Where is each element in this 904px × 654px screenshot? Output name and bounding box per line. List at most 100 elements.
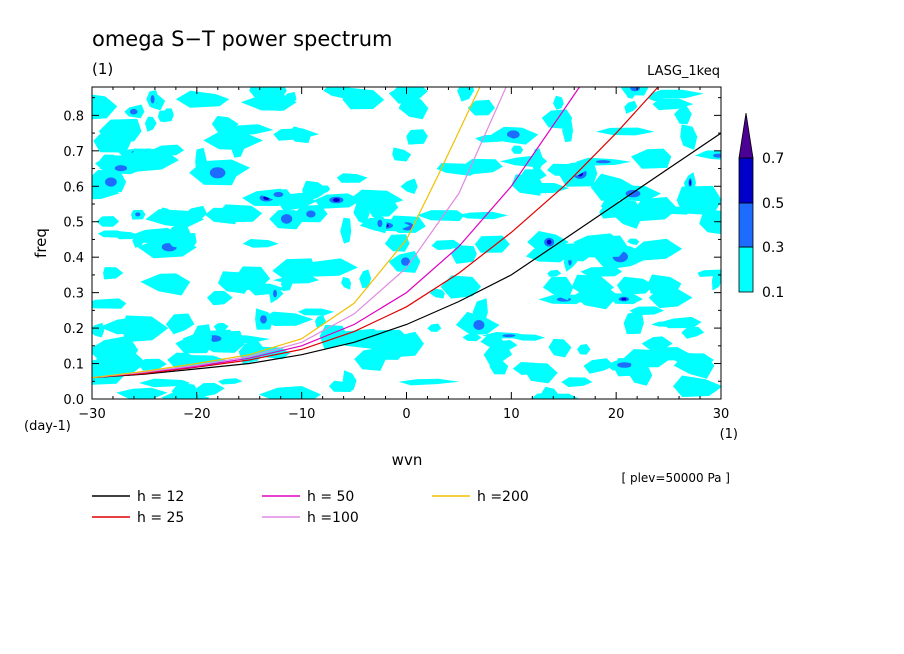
contour-patch <box>175 90 230 108</box>
x-unit-label: (1) <box>720 427 738 442</box>
contour-patch <box>218 124 274 136</box>
y-tick-label: 0.5 <box>63 216 84 231</box>
contour-patch <box>150 95 155 104</box>
contour-patch <box>209 167 226 179</box>
contour-patch <box>400 178 418 194</box>
contour-patch <box>676 185 721 216</box>
contour-patch <box>661 316 702 329</box>
contour-patch <box>196 382 225 398</box>
contour-patch <box>371 337 409 360</box>
colorbar-label: 0.5 <box>762 196 784 212</box>
colorbar-label: 0.1 <box>762 285 784 301</box>
y-tick-label: 0.3 <box>63 287 84 302</box>
colorbar-extend-arrow <box>738 112 754 159</box>
contour-patch <box>315 185 331 194</box>
contour-patch <box>114 165 127 172</box>
contour-patch <box>629 364 653 386</box>
contour-patch <box>451 245 477 264</box>
contour-patch <box>457 211 508 220</box>
legend-label: h =100 <box>307 510 359 526</box>
contour-patch <box>122 315 169 343</box>
contour-patch <box>333 198 340 202</box>
contour-patch <box>353 200 370 225</box>
contour-patch <box>272 258 317 282</box>
chart-title: omega S−T power spectrum <box>92 27 392 51</box>
contour-patch <box>583 358 615 374</box>
contour-patch <box>384 234 410 252</box>
contour-patch <box>260 315 267 324</box>
contour-patch <box>440 275 482 299</box>
contour-patch <box>630 87 641 92</box>
contour-patch <box>341 277 351 290</box>
dataset-label: LASG_1keq <box>647 64 720 79</box>
y-unit-label: (day-1) <box>24 419 71 434</box>
contour-patch <box>616 276 654 295</box>
contour-patch <box>306 210 316 218</box>
contour-patch <box>130 227 179 244</box>
contour-patch <box>573 284 619 310</box>
colorbar-label: 0.3 <box>762 240 784 256</box>
y-tick-label: 0.7 <box>63 145 84 160</box>
contour-patch <box>689 180 691 186</box>
contour-patch <box>377 219 383 228</box>
contour-patch <box>680 124 698 150</box>
colorbar: 0.1 0.3 0.5 0.7 <box>738 112 784 301</box>
contour-patch <box>96 216 120 227</box>
contour-patch <box>105 177 117 187</box>
contour-patch <box>164 223 193 249</box>
contour-patch <box>191 324 212 350</box>
contour-patch <box>282 91 297 104</box>
contour-patch <box>157 110 168 123</box>
contour-patch <box>166 313 195 335</box>
contour-patch <box>213 322 229 331</box>
contour-patch <box>129 108 138 115</box>
contour-patch <box>329 380 356 392</box>
legend-label: h = 12 <box>137 489 184 505</box>
contour-patch <box>502 334 516 338</box>
contour-patch <box>457 87 475 102</box>
contour-patch <box>130 150 150 162</box>
contour-patch <box>532 148 543 174</box>
contour-patch <box>673 375 721 397</box>
contour-patch <box>595 160 611 164</box>
contour-patch <box>427 323 442 332</box>
contour-patch <box>336 173 368 183</box>
contour-patch <box>546 239 552 245</box>
contour-patch <box>492 340 518 351</box>
y-tick-label: 0.1 <box>63 358 84 373</box>
contour-patch <box>273 128 320 141</box>
contour-patch <box>92 322 105 338</box>
contour-patch <box>392 147 412 162</box>
contour-patch <box>203 131 263 151</box>
y-tick-label: 0.0 <box>63 393 84 408</box>
contour-patch <box>561 377 593 388</box>
contour-patch <box>511 145 524 154</box>
contour-patch <box>647 274 682 295</box>
contour-patch <box>621 297 627 301</box>
legend: h = 12 h = 25 h = 50 h =100 h =200 <box>92 489 529 526</box>
colorbar-swatch <box>738 246 754 293</box>
y-tick-label: 0.8 <box>63 109 84 124</box>
contour-patch <box>388 87 424 104</box>
contour-patch <box>300 258 358 277</box>
contour-patch <box>644 347 690 361</box>
y-tick-label: 0.6 <box>63 180 84 195</box>
contour-patch <box>547 269 562 277</box>
contour-patch <box>540 386 559 399</box>
power-contours <box>92 87 721 399</box>
contour-patch <box>694 150 721 160</box>
axes: −30 −20 −10 0 10 20 30 0.0 0.1 0.2 0.3 0.4 0.5 0.6 0.7… <box>63 87 729 422</box>
contour-patch <box>617 362 632 368</box>
contour-patch <box>398 378 460 386</box>
contour-patch <box>510 334 545 341</box>
colorbar-label: 0.7 <box>762 151 784 167</box>
contour-patch <box>623 310 644 335</box>
contour-patch <box>342 87 385 110</box>
series-line-4 <box>92 87 507 379</box>
x-tick-label: 0 <box>402 407 410 422</box>
level-note: [ plev=50000 Pa ] <box>621 471 730 485</box>
legend-label: h =200 <box>477 489 529 505</box>
contour-patch <box>631 148 672 169</box>
contour-patch <box>507 130 520 139</box>
contour-patch <box>436 163 482 176</box>
